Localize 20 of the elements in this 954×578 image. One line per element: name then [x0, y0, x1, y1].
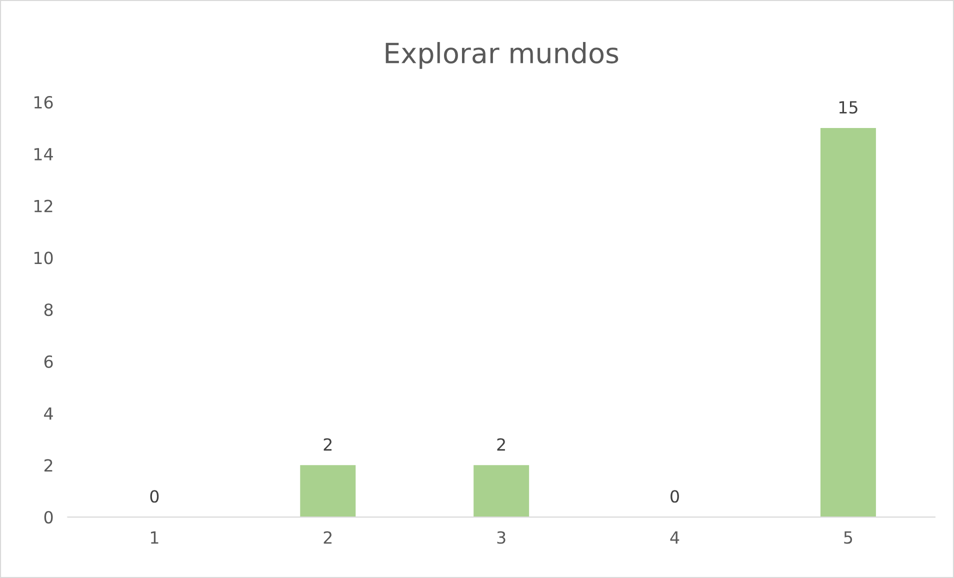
- y-tick-label: 2: [44, 459, 52, 472]
- chart-title: Explorar mundos: [386, 42, 618, 69]
- y-tick-label: 16: [34, 96, 53, 109]
- x-tick-label: 2: [324, 531, 332, 544]
- y-tick-label: 14: [34, 148, 53, 160]
- y-tick-label: 8: [44, 303, 53, 316]
- data-label: 0: [150, 490, 159, 503]
- x-tick-label: 3: [497, 531, 506, 544]
- data-label: 0: [670, 490, 679, 503]
- y-tick-label: 4: [44, 407, 53, 420]
- y-tick-label: 12: [34, 200, 52, 212]
- data-label: 2: [324, 438, 332, 451]
- x-tick-label: 5: [844, 531, 852, 544]
- y-tick-label: 0: [44, 510, 53, 524]
- data-label: 2: [497, 438, 505, 451]
- y-tick-label: 10: [34, 252, 53, 264]
- x-tick-label: 4: [670, 531, 680, 544]
- y-tick-label: 6: [44, 355, 53, 368]
- x-tick-label: 1: [150, 531, 158, 544]
- data-label: 15: [839, 101, 858, 114]
